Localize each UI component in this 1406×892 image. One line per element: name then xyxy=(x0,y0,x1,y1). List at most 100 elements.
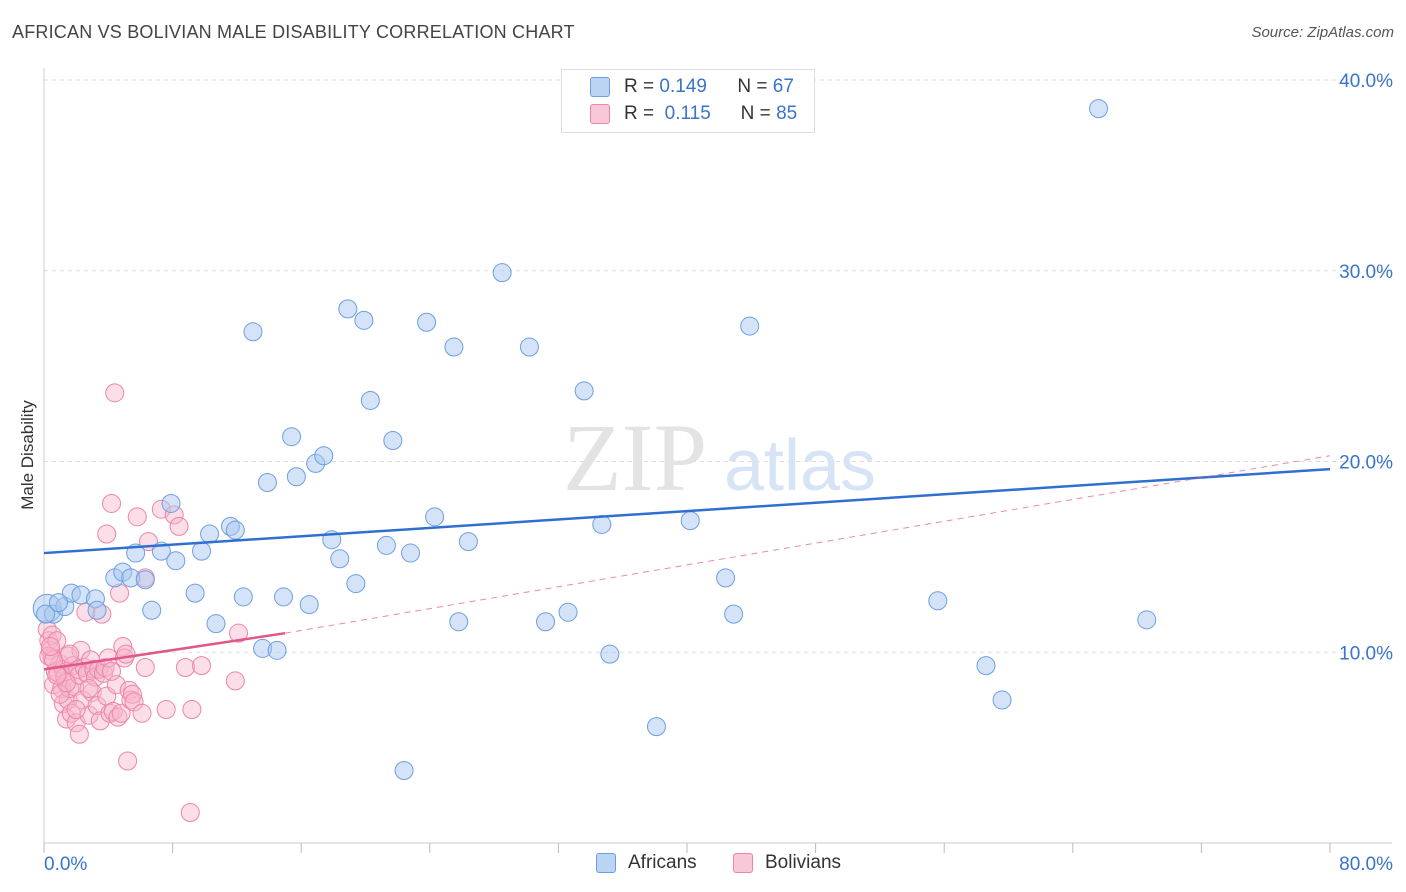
bolivian-point-50 xyxy=(111,703,131,723)
african-point-45 xyxy=(444,337,464,357)
african-point-18 xyxy=(200,524,220,544)
africans-legend-label: Africans xyxy=(628,852,697,873)
bolivian-point-64 xyxy=(156,699,176,719)
x-tick-label-max: 80.0% xyxy=(1339,854,1393,875)
bolivian-point-68 xyxy=(180,802,200,822)
africans-r-label: R = xyxy=(624,76,655,97)
bolivians-legend-swatch xyxy=(733,853,753,873)
african-point-12 xyxy=(142,600,162,620)
african-point-21 xyxy=(225,520,245,540)
african-point-34 xyxy=(330,549,350,569)
african-point-61 xyxy=(976,656,996,676)
bolivian-point-66 xyxy=(169,516,189,536)
bolivian-point-58 xyxy=(124,692,144,712)
bolivian-point-71 xyxy=(225,671,245,691)
african-point-14 xyxy=(161,493,181,513)
african-point-23 xyxy=(243,322,263,342)
legend-row-bolivians: R = 0.115 N = 85 xyxy=(590,102,797,126)
african-points xyxy=(32,99,1157,781)
african-point-27 xyxy=(274,587,294,607)
source-label: Source: ZipAtlas.com xyxy=(1251,24,1394,41)
tick-labels: 10.0% 20.0% 30.0% 40.0% 0.0% 80.0% xyxy=(44,71,1393,875)
y-tick-label-40: 40.0% xyxy=(1339,71,1393,92)
african-point-11 xyxy=(135,570,155,590)
african-point-37 xyxy=(354,310,374,330)
bolivians-n-value: 85 xyxy=(776,103,798,124)
african-point-59 xyxy=(740,316,760,336)
bolivian-point-59 xyxy=(127,507,147,527)
african-point-64 xyxy=(1137,610,1157,630)
african-point-17 xyxy=(192,541,212,561)
african-point-39 xyxy=(376,535,396,555)
africans-r-value: 0.149 xyxy=(659,76,707,97)
bolivian-point-72 xyxy=(229,623,249,643)
african-point-66 xyxy=(48,593,68,613)
series-legend: Africans Bolivians xyxy=(0,852,1406,876)
african-point-41 xyxy=(394,761,414,781)
african-point-57 xyxy=(716,568,736,588)
bolivian-point-44 xyxy=(102,493,122,513)
african-point-44 xyxy=(425,507,445,527)
african-point-54 xyxy=(600,644,620,664)
bolivian-trendline xyxy=(43,631,286,671)
legend-item-bolivians[interactable]: Bolivians xyxy=(733,852,841,874)
trendlines xyxy=(43,455,1331,671)
watermark-zip: ZIP xyxy=(563,404,707,511)
bolivian-point-53 xyxy=(116,644,136,664)
african-point-16 xyxy=(185,583,205,603)
african-point-6 xyxy=(87,600,107,620)
bolivian-point-83 xyxy=(60,644,80,664)
african-point-58 xyxy=(724,604,744,624)
bolivian-point-54 xyxy=(118,751,138,771)
african-point-22 xyxy=(233,587,253,607)
bolivian-point-82 xyxy=(47,665,67,685)
african-point-50 xyxy=(536,612,556,632)
african-point-63 xyxy=(1089,99,1109,119)
africans-n-value: 67 xyxy=(772,76,794,97)
african-point-49 xyxy=(519,337,539,357)
bolivian-point-70 xyxy=(192,656,212,676)
africans-swatch xyxy=(590,77,610,97)
african-point-26 xyxy=(267,640,287,660)
african-point-25 xyxy=(257,472,277,492)
bolivian-point-46 xyxy=(105,383,125,403)
x-tick-label-min: 0.0% xyxy=(44,854,87,875)
african-point-43 xyxy=(417,312,437,332)
axes xyxy=(43,68,1392,853)
watermark: ZIP atlas xyxy=(563,404,876,511)
bolivian-point-67 xyxy=(175,658,195,678)
bolivians-r-label: R = xyxy=(624,103,655,124)
bolivians-legend-label: Bolivians xyxy=(765,852,842,873)
legend-item-africans[interactable]: Africans xyxy=(596,852,697,874)
african-point-48 xyxy=(492,263,512,283)
african-point-19 xyxy=(206,614,226,634)
y-axis-label: Male Disability xyxy=(18,400,37,510)
african-point-30 xyxy=(299,595,319,615)
african-point-60 xyxy=(928,591,948,611)
africans-n-label: N = xyxy=(737,76,768,97)
african-point-32 xyxy=(314,446,334,466)
african-point-28 xyxy=(282,427,302,447)
bolivian-point-23 xyxy=(69,724,89,744)
african-point-52 xyxy=(574,381,594,401)
grid-lines xyxy=(44,79,1392,653)
african-point-42 xyxy=(401,543,421,563)
bolivians-n-label: N = xyxy=(740,103,771,124)
bolivian-point-77 xyxy=(66,699,86,719)
african-trendline xyxy=(43,467,1331,555)
african-point-46 xyxy=(449,612,469,632)
bolivian-point-57 xyxy=(122,684,142,704)
y-tick-label-10: 10.0% xyxy=(1339,643,1393,664)
bolivian-point-69 xyxy=(182,699,202,719)
african-point-29 xyxy=(286,467,306,487)
african-point-38 xyxy=(360,390,380,410)
bolivian-point-80 xyxy=(135,658,155,678)
african-point-35 xyxy=(338,299,358,319)
bolivian-point-79 xyxy=(102,661,122,681)
bolivian-point-75 xyxy=(50,684,70,704)
african-point-51 xyxy=(558,602,578,622)
african-point-62 xyxy=(992,690,1012,710)
african-point-56 xyxy=(680,511,700,531)
bolivian-point-60 xyxy=(132,703,152,723)
